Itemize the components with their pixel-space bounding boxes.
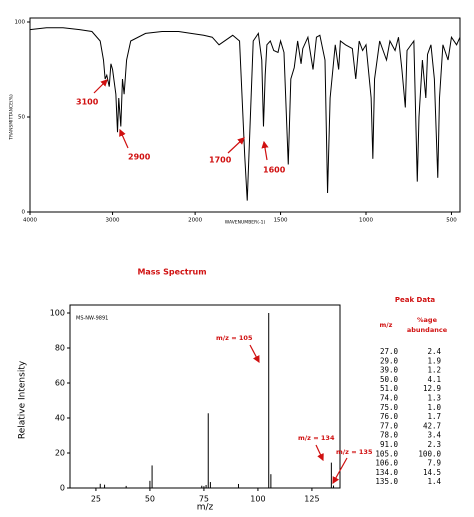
table-title: Peak Data bbox=[395, 296, 436, 304]
annotation: 1700 bbox=[209, 156, 232, 165]
x-tick-label: 75 bbox=[199, 495, 209, 504]
table-cell: 2.4 bbox=[427, 347, 441, 356]
annotation-arrow bbox=[261, 140, 269, 161]
annotation: 2900 bbox=[128, 153, 151, 162]
table-header: m/z bbox=[380, 321, 393, 329]
annotation-arrow bbox=[315, 444, 324, 462]
table-cell: 1.4 bbox=[427, 477, 441, 486]
table-cell: 4.1 bbox=[427, 375, 441, 384]
x-tick-label: 500 bbox=[446, 218, 457, 224]
table-cell: 105.0 bbox=[375, 449, 398, 458]
table-cell: 76.0 bbox=[380, 412, 399, 421]
table-cell: 2.3 bbox=[427, 440, 441, 449]
chart-title: Mass Spectrum bbox=[137, 268, 206, 277]
table-cell: 1.2 bbox=[427, 366, 441, 375]
table-cell: 134.0 bbox=[375, 468, 398, 477]
annotation: m/z = 105 bbox=[216, 334, 253, 342]
x-tick-label: 1500 bbox=[274, 218, 288, 224]
table-cell: 78.0 bbox=[380, 431, 399, 440]
table-cell: 1.7 bbox=[427, 412, 441, 421]
x-tick-label: 2000 bbox=[188, 218, 202, 224]
table-cell: 14.5 bbox=[423, 468, 441, 477]
y-tick-label: 20 bbox=[55, 449, 65, 458]
table-cell: 12.9 bbox=[423, 384, 441, 393]
table-cell: 106.0 bbox=[375, 459, 398, 468]
x-axis-label: WAVENUMBER(-1) bbox=[225, 220, 266, 226]
y-axis-label: TRANSMITTANCE(%) bbox=[9, 94, 15, 141]
table-cell: 1.9 bbox=[427, 356, 441, 365]
plot-frame bbox=[69, 304, 341, 489]
table-cell: 1.0 bbox=[427, 403, 441, 412]
y-tick-label: 0 bbox=[22, 210, 26, 216]
table-cell: 91.0 bbox=[380, 440, 399, 449]
annotation: m/z = 135 bbox=[336, 448, 373, 456]
table-cell: 42.7 bbox=[423, 421, 441, 430]
table-cell: 75.0 bbox=[380, 403, 399, 412]
inset-label: MS-NW-9891 bbox=[76, 316, 108, 322]
y-tick-label: 80 bbox=[55, 344, 65, 353]
y-tick-label: 100 bbox=[50, 309, 65, 318]
annotation-arrow bbox=[249, 344, 260, 364]
annotation: 3100 bbox=[76, 98, 99, 107]
y-tick-label: 40 bbox=[55, 414, 65, 423]
table-cell: 1.3 bbox=[427, 394, 441, 403]
plot-frame bbox=[29, 17, 461, 213]
annotation: m/z = 134 bbox=[298, 434, 335, 442]
table-cell: 29.0 bbox=[380, 356, 399, 365]
table-cell: 74.0 bbox=[380, 394, 399, 403]
x-axis-label: m/z bbox=[197, 503, 214, 513]
x-tick-label: 125 bbox=[304, 495, 319, 504]
table-cell: 51.0 bbox=[380, 384, 399, 393]
y-tick-label: 60 bbox=[55, 379, 65, 388]
x-tick-label: 100 bbox=[250, 495, 265, 504]
y-tick-label: 50 bbox=[18, 115, 25, 121]
spectrum-line bbox=[29, 27, 461, 201]
table-header: abundance bbox=[407, 326, 448, 334]
y-tick-label: 100 bbox=[15, 20, 26, 26]
table-cell: 100.0 bbox=[418, 449, 441, 458]
table-cell: 50.0 bbox=[380, 375, 399, 384]
table-header: %age bbox=[417, 316, 438, 324]
y-tick-label: 0 bbox=[60, 484, 65, 493]
table-cell: 7.9 bbox=[427, 459, 441, 468]
table-cell: 3.4 bbox=[427, 431, 441, 440]
y-axis-label: Relative Intensity bbox=[18, 360, 28, 439]
annotation: 1600 bbox=[263, 166, 286, 175]
x-tick-label: 3000 bbox=[106, 218, 120, 224]
x-tick-label: 4000 bbox=[23, 218, 37, 224]
x-tick-label: 1000 bbox=[359, 218, 373, 224]
annotation-arrow bbox=[332, 457, 348, 485]
annotation-arrow bbox=[119, 128, 129, 149]
x-tick-label: 50 bbox=[145, 495, 155, 504]
x-tick-label: 25 bbox=[91, 495, 101, 504]
table-cell: 77.0 bbox=[380, 421, 399, 430]
table-cell: 39.0 bbox=[380, 366, 399, 375]
annotation-arrow bbox=[227, 137, 245, 154]
annotation-arrow bbox=[93, 79, 108, 94]
table-cell: 135.0 bbox=[375, 477, 398, 486]
table-cell: 27.0 bbox=[380, 347, 399, 356]
